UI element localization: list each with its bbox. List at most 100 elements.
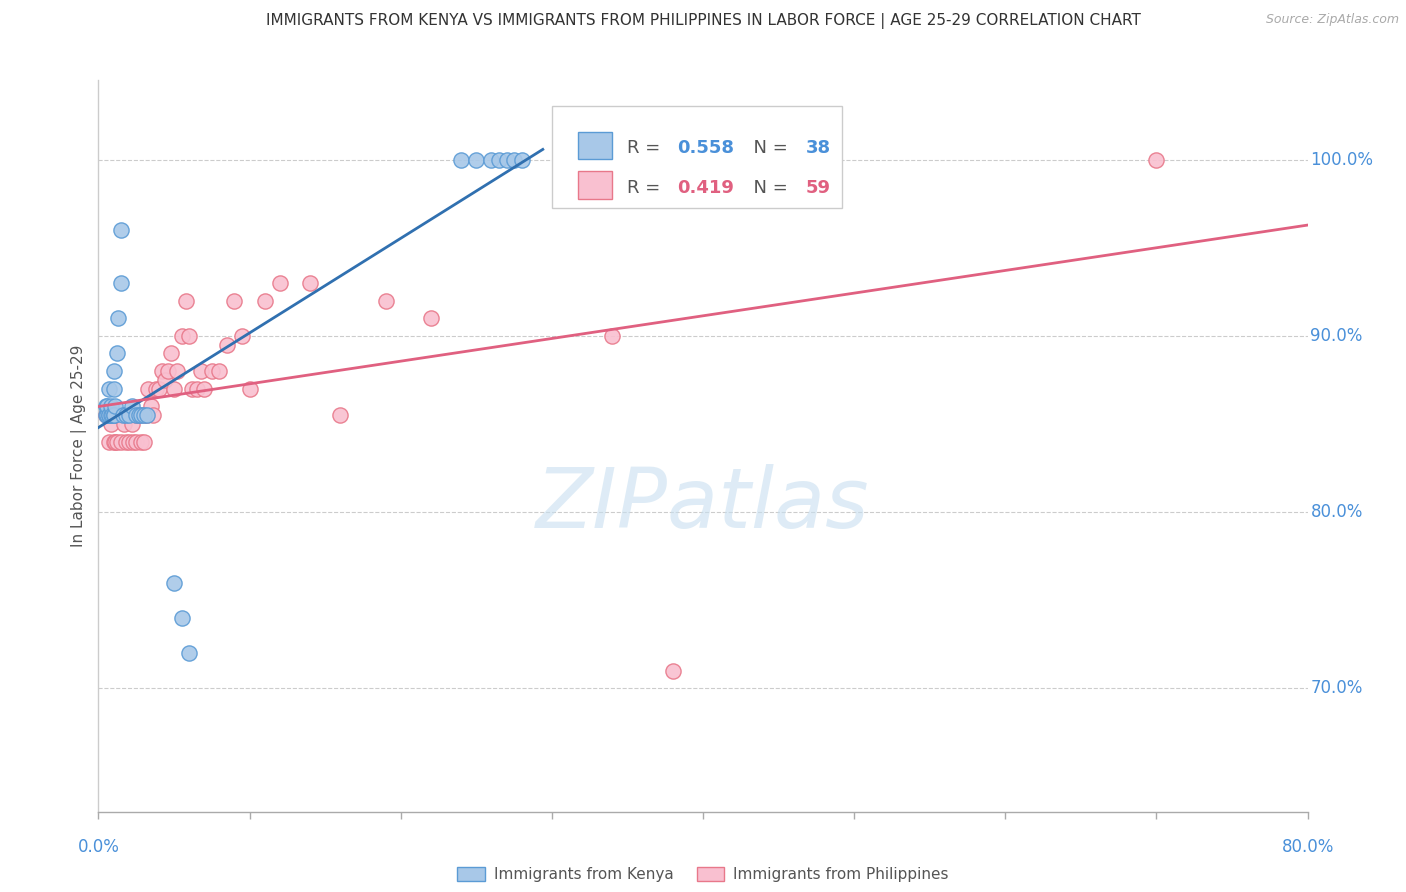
Point (374, 293, 396, 308)
Point (110, 276, 132, 290)
Point (105, 346, 128, 360)
Point (450, 153, 472, 167)
Point (163, 575, 186, 590)
Point (94, 408, 117, 422)
Point (128, 408, 150, 422)
Point (190, 364, 212, 378)
Point (100, 400, 122, 414)
Point (495, 153, 517, 167)
Point (135, 408, 157, 422)
Text: 100.0%: 100.0% (1310, 151, 1374, 169)
Point (299, 276, 322, 290)
Point (110, 223, 132, 237)
Point (115, 408, 138, 422)
Text: IMMIGRANTS FROM KENYA VS IMMIGRANTS FROM PHILIPPINES IN LABOR FORCE | AGE 25-29 : IMMIGRANTS FROM KENYA VS IMMIGRANTS FROM… (266, 13, 1140, 29)
Point (186, 382, 208, 396)
Y-axis label: In Labor Force | Age 25-29: In Labor Force | Age 25-29 (72, 345, 87, 547)
Text: 80.0%: 80.0% (1281, 838, 1334, 856)
Point (96, 408, 118, 422)
Point (135, 408, 157, 422)
Point (132, 434, 155, 449)
Point (269, 276, 291, 290)
Point (107, 408, 129, 422)
Point (163, 382, 186, 396)
Point (132, 408, 155, 422)
Point (503, 153, 526, 167)
Text: 0.0%: 0.0% (77, 838, 120, 856)
Point (201, 364, 224, 378)
Point (114, 434, 136, 449)
Point (177, 329, 201, 343)
Point (96, 408, 118, 422)
Point (166, 364, 188, 378)
Point (112, 417, 135, 431)
Point (177, 646, 201, 660)
Point (145, 382, 167, 396)
Point (160, 346, 183, 360)
Point (215, 337, 238, 351)
Point (101, 408, 124, 422)
Point (1144, 153, 1167, 167)
Point (156, 364, 179, 378)
Point (103, 408, 125, 422)
Point (103, 434, 125, 449)
Point (208, 364, 231, 378)
Point (253, 293, 276, 308)
Point (148, 382, 170, 396)
Point (239, 382, 262, 396)
Text: Source: ZipAtlas.com: Source: ZipAtlas.com (1265, 13, 1399, 27)
Legend: Immigrants from Kenya, Immigrants from Philippines: Immigrants from Kenya, Immigrants from P… (451, 861, 955, 888)
Text: 80.0%: 80.0% (1310, 503, 1362, 521)
Point (111, 408, 134, 422)
Point (121, 400, 143, 414)
Point (142, 408, 165, 422)
Point (128, 408, 150, 422)
Point (661, 664, 683, 678)
Text: 90.0%: 90.0% (1310, 326, 1362, 345)
Text: 0.419: 0.419 (678, 178, 734, 197)
Text: R =: R = (627, 139, 666, 157)
Point (103, 408, 125, 422)
Point (118, 408, 141, 422)
Point (488, 153, 510, 167)
Point (107, 311, 129, 326)
Point (170, 611, 193, 625)
Point (114, 408, 136, 422)
Text: R =: R = (627, 178, 666, 197)
Point (111, 408, 134, 422)
Point (105, 434, 128, 449)
Text: N =: N = (742, 139, 793, 157)
Point (224, 293, 246, 308)
Point (104, 400, 127, 414)
Point (510, 153, 533, 167)
Point (98, 434, 121, 449)
Point (125, 434, 148, 449)
Point (100, 408, 122, 422)
Point (98, 382, 121, 396)
Point (129, 434, 152, 449)
FancyBboxPatch shape (578, 132, 613, 160)
Text: ZIPatlas: ZIPatlas (536, 464, 870, 545)
Point (100, 417, 122, 431)
Point (329, 408, 352, 422)
Point (136, 382, 159, 396)
FancyBboxPatch shape (578, 171, 613, 199)
Point (103, 408, 125, 422)
Point (98, 408, 121, 422)
Point (96, 400, 118, 414)
Text: 0.558: 0.558 (678, 139, 734, 157)
Point (129, 408, 152, 422)
Point (94, 400, 117, 414)
Point (174, 293, 197, 308)
Point (104, 434, 127, 449)
Point (103, 364, 125, 378)
Point (125, 408, 148, 422)
Point (98, 408, 121, 422)
Point (481, 153, 503, 167)
Point (132, 408, 155, 422)
Point (193, 382, 215, 396)
Point (419, 311, 441, 326)
Point (122, 434, 145, 449)
FancyBboxPatch shape (551, 106, 842, 209)
Point (170, 329, 193, 343)
